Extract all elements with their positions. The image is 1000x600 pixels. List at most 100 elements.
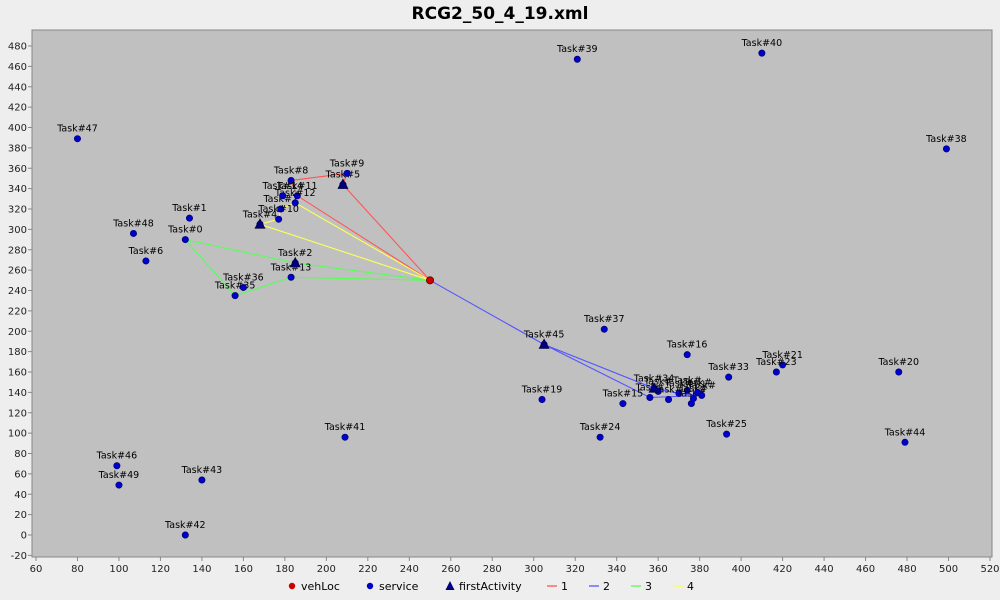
service-point — [646, 393, 654, 401]
service-point-label: Task# — [686, 380, 716, 391]
service-point-label: Task#34 — [633, 373, 675, 384]
service-point — [758, 49, 766, 57]
service-point-label: Task#36 — [222, 272, 264, 283]
service-point — [185, 214, 193, 222]
service-point — [73, 135, 81, 143]
service-point — [665, 396, 673, 404]
y-tick-label: 240 — [8, 286, 27, 297]
x-tick-label: 420 — [773, 564, 792, 575]
service-point — [942, 145, 950, 153]
service-point-label: Task#41 — [324, 422, 366, 433]
service-point — [779, 361, 787, 369]
service-point-label: Task#4 — [242, 209, 278, 220]
legend-label-2: 2 — [603, 580, 610, 593]
service-point-label: Task#46 — [96, 451, 138, 462]
x-tick-label: 60 — [30, 564, 43, 575]
service-point — [181, 236, 189, 244]
x-tick-label: 400 — [732, 564, 751, 575]
service-point — [600, 325, 608, 333]
legend-marker-firstActivity — [445, 581, 455, 590]
x-tick-label: 100 — [109, 564, 128, 575]
service-point — [725, 373, 733, 381]
x-tick-label: 200 — [317, 564, 336, 575]
service-point — [573, 55, 581, 63]
x-tick-label: 180 — [275, 564, 294, 575]
y-tick-label: 360 — [8, 164, 27, 175]
y-tick-label: -20 — [11, 551, 27, 562]
service-point — [277, 205, 285, 213]
legend-marker-service — [366, 582, 374, 590]
legend-marker-vehLoc — [288, 582, 296, 590]
service-point-label: Task#16 — [666, 340, 708, 351]
x-tick-label: 80 — [71, 564, 84, 575]
x-tick-label: 260 — [441, 564, 460, 575]
y-tick-label: 220 — [8, 306, 27, 317]
service-point-label: Task#49 — [98, 470, 140, 481]
service-point-label: Task#15 — [602, 389, 644, 400]
service-point — [901, 438, 909, 446]
service-point-label: Task#19 — [521, 385, 563, 396]
service-point-label: Task# — [635, 382, 665, 393]
service-point-label: Task#37 — [583, 314, 625, 325]
first-activity-marker — [648, 382, 660, 393]
x-tick-label: 120 — [151, 564, 170, 575]
service-point-label: Task#21 — [761, 350, 803, 361]
y-tick-label: 200 — [8, 327, 27, 338]
service-point — [689, 394, 697, 402]
service-point — [895, 368, 903, 376]
service-point-label: Task#8 — [273, 165, 309, 176]
service-point-label: Task#14 — [262, 181, 304, 192]
service-point-label: Task#20 — [877, 357, 919, 368]
service-point-label: Task# — [678, 383, 708, 394]
service-point-label: Task#47 — [56, 124, 98, 135]
route-lines — [183, 172, 702, 399]
y-tick-label: 60 — [14, 469, 27, 480]
service-point-label: Task# — [672, 375, 702, 386]
route-line-4 — [258, 202, 431, 281]
service-point — [291, 199, 299, 207]
x-tick-label: 220 — [358, 564, 377, 575]
service-point — [683, 351, 691, 359]
y-tick-label: 440 — [8, 82, 27, 93]
service-point — [279, 192, 287, 200]
y-tick-label: 480 — [8, 42, 27, 53]
service-point-label: Task#0 — [167, 225, 203, 236]
x-tick-label: 160 — [234, 564, 253, 575]
y-tick-label: 20 — [14, 510, 27, 521]
y-tick-label: 40 — [14, 490, 27, 501]
route-line-3 — [183, 238, 431, 297]
service-point-label: Task#5 — [325, 170, 361, 181]
service-point-label: Task#44 — [884, 427, 926, 438]
x-tick-label: 460 — [856, 564, 875, 575]
service-point — [293, 192, 301, 200]
service-point-label: Task#45 — [523, 329, 565, 340]
vehicle-location-point — [426, 276, 435, 285]
y-tick-label: 80 — [14, 449, 27, 460]
y-tick-label: 280 — [8, 245, 27, 256]
service-point-label: Task#2 — [277, 248, 313, 259]
x-tick-label: 500 — [939, 564, 958, 575]
service-point-label: Task#10 — [257, 204, 299, 215]
legend-label-3: 3 — [645, 580, 652, 593]
legend-label-vehLoc: vehLoc — [301, 580, 340, 593]
legend-label-firstActivity: firstActivity — [459, 580, 522, 593]
y-tick-label: 120 — [8, 408, 27, 419]
service-point-label: Task# — [676, 389, 706, 400]
x-tick-label: 140 — [192, 564, 211, 575]
service-point-label: Task#43 — [181, 465, 223, 476]
y-tick-label: 380 — [8, 143, 27, 154]
y-tick-label: 320 — [8, 205, 27, 216]
service-point — [239, 283, 247, 291]
service-point — [723, 430, 731, 438]
service-point — [287, 176, 295, 184]
service-point-label: Task#33 — [707, 362, 749, 373]
service-point-label: Task#9 — [329, 158, 365, 169]
y-tick-label: 460 — [8, 62, 27, 73]
legend-label-4: 4 — [687, 580, 694, 593]
data-points: Task#0 Task#1 Task#2 Task#4 Task#5 Task#6 Task… — [56, 38, 967, 539]
first-activity-marker — [289, 256, 301, 268]
x-tick-label: 320 — [566, 564, 585, 575]
legend: vehLoc service firstActivity 1 2 3 4 — [288, 580, 694, 593]
chart-title: RCG2_50_4_19.xml — [412, 4, 589, 24]
